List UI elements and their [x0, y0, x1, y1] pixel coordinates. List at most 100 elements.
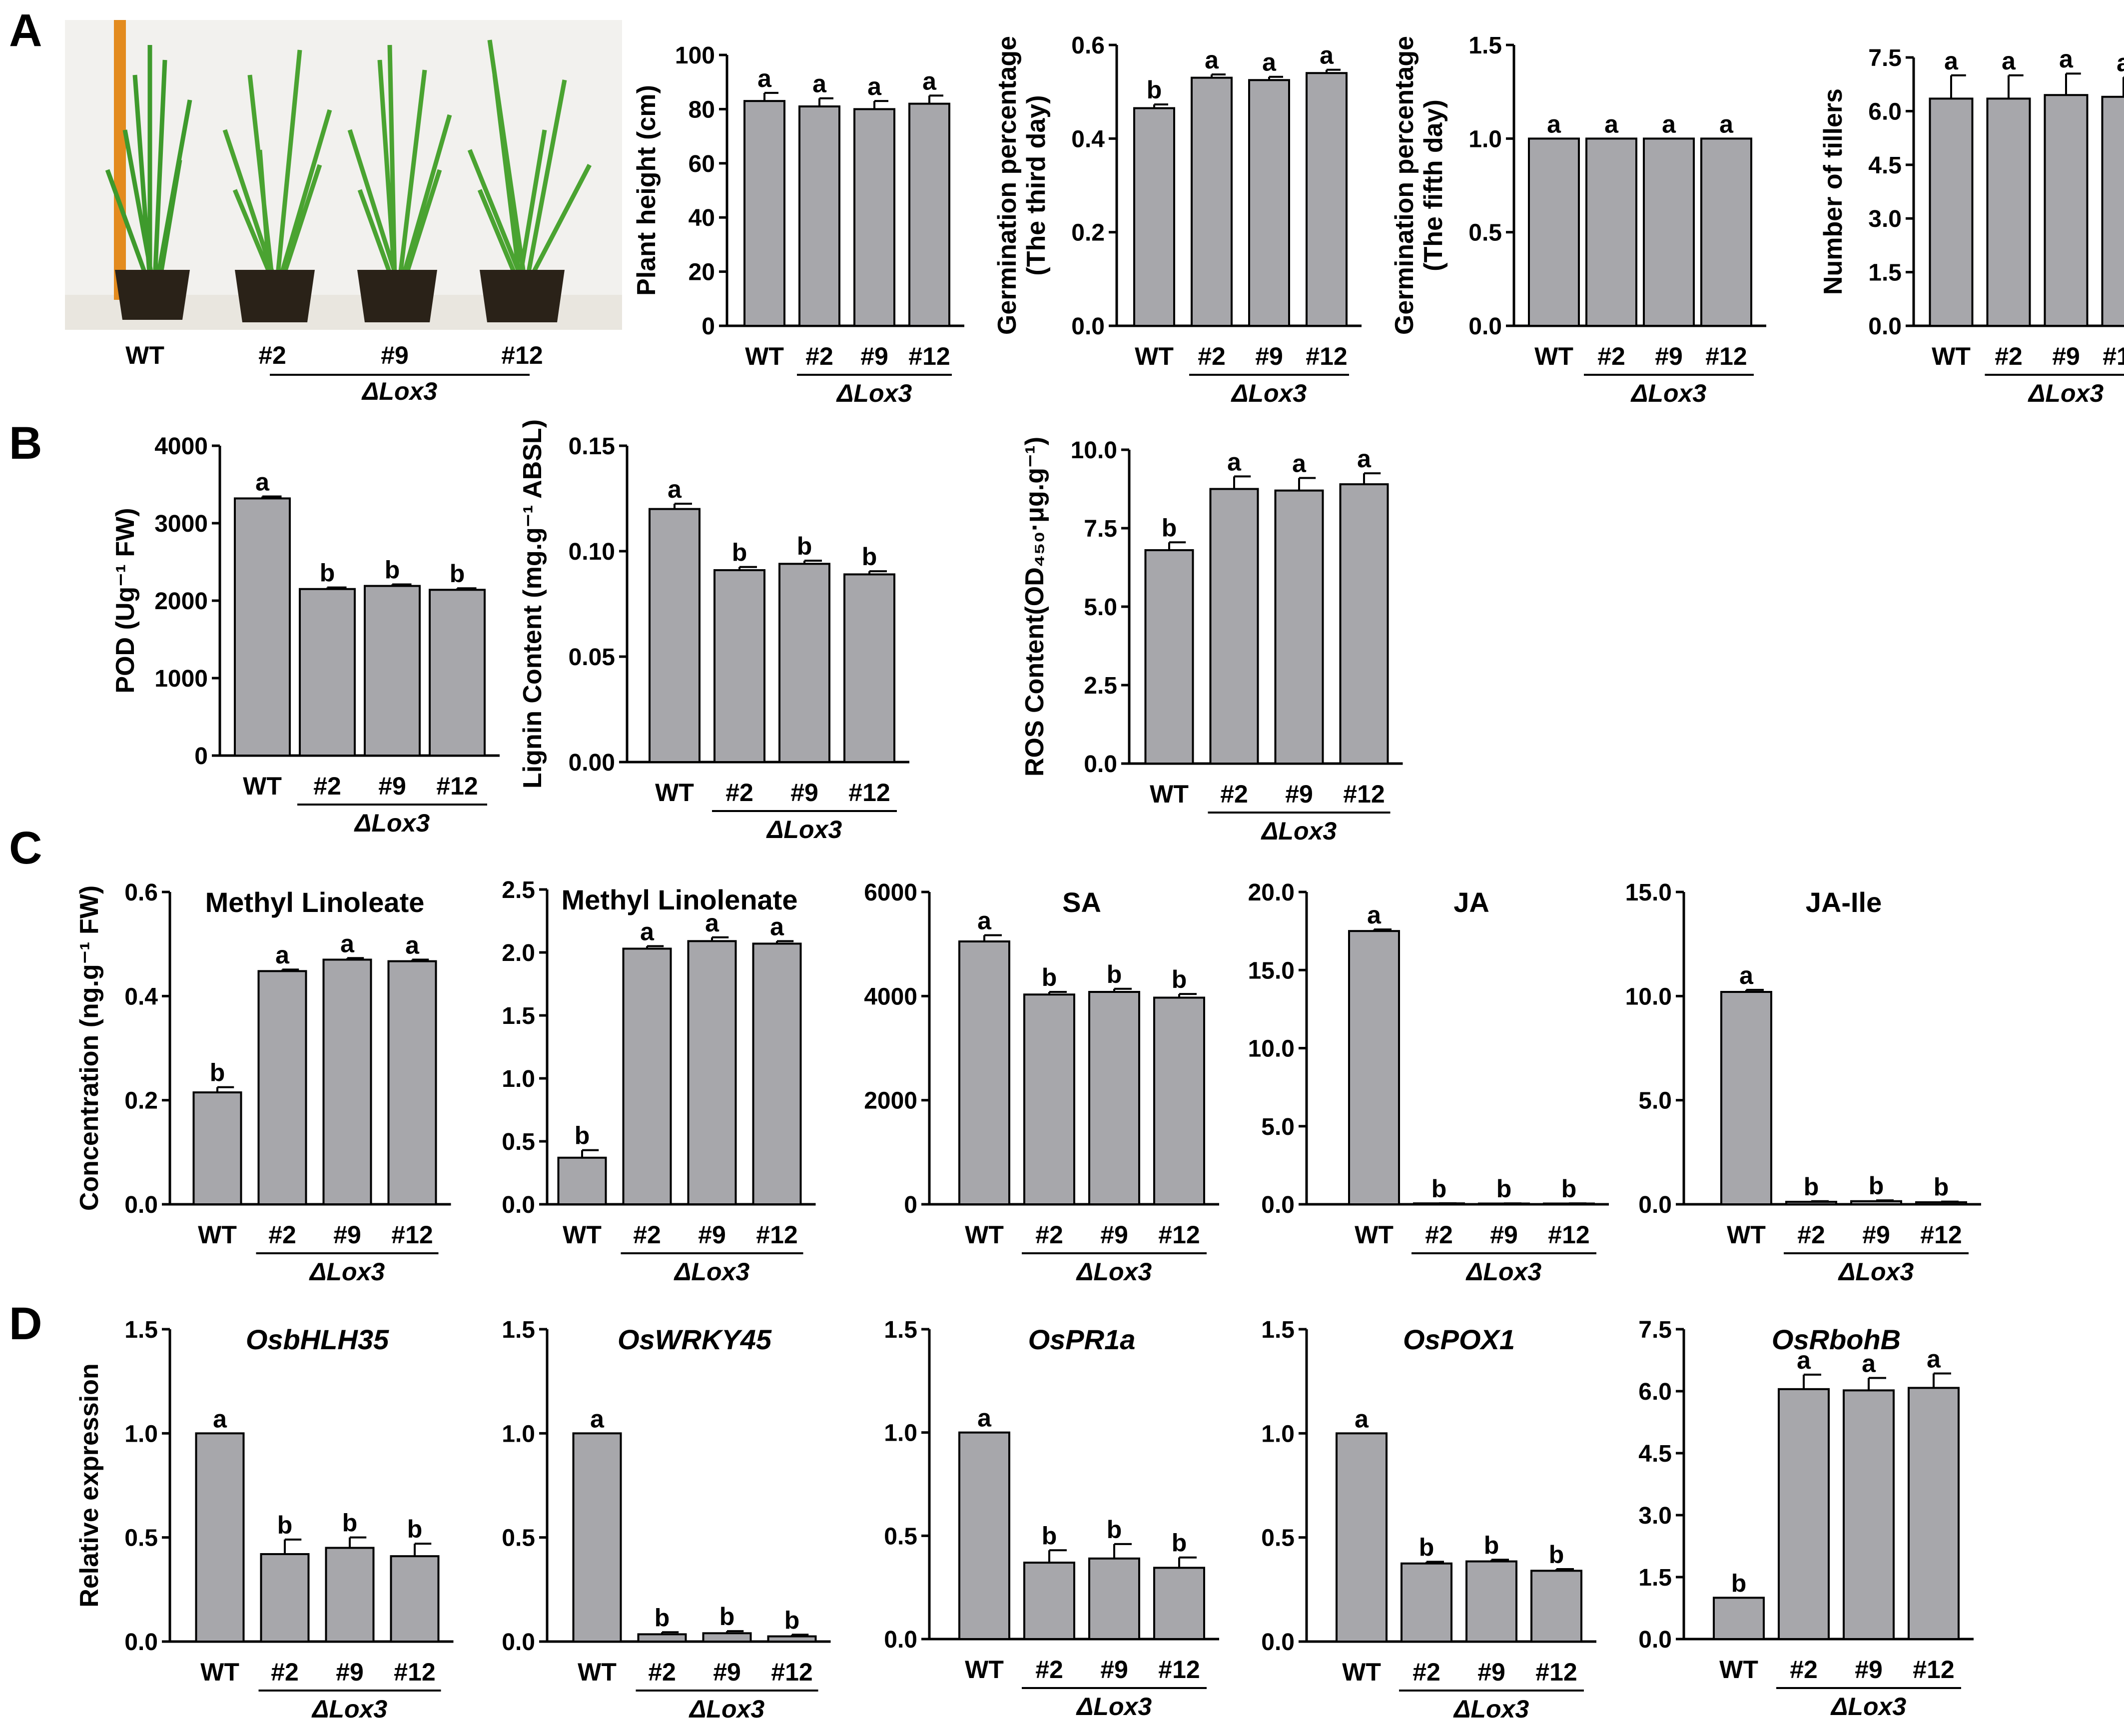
category-label: #9 [698, 1221, 726, 1249]
bar-n12 [1153, 996, 1205, 1206]
y-tick-label: 4000 [864, 983, 917, 1010]
category-label: #9 [1100, 1221, 1128, 1249]
y-tick-label: 1.0 [502, 1066, 535, 1092]
category-label: #12 [1705, 342, 1747, 370]
category-label: #2 [633, 1221, 661, 1249]
y-tick-label: 0.0 [1084, 751, 1117, 778]
category-label: #12 [848, 779, 890, 807]
bar-n12 [387, 960, 437, 1205]
bar-n9 [1088, 1557, 1140, 1641]
category-label: #9 [336, 1658, 364, 1686]
group-label: ΔLox3 [836, 379, 912, 407]
y-tick-label: 1.0 [124, 1421, 158, 1447]
significance-letter: a [1944, 47, 1959, 75]
significance-letter: a [1320, 41, 1334, 69]
category-label: WT [745, 342, 784, 370]
bar-n2 [257, 970, 307, 1206]
y-tick-label: 0.0 [502, 1192, 535, 1218]
bar-n12 [908, 102, 950, 327]
category-label: #12 [436, 772, 478, 800]
panel-label-a: A [9, 5, 42, 56]
photo-label-2: #2 [258, 341, 286, 369]
y-axis-label: (The fifth day) [1419, 99, 1448, 271]
y-tick-label: 3.0 [1868, 206, 1902, 232]
photo-label-9: #9 [381, 341, 409, 369]
significance-letter: a [1662, 110, 1676, 138]
plant-photo: WT #2 #9 #12 ΔLox3 [65, 20, 622, 405]
y-tick-label: 15.0 [1625, 879, 1672, 906]
y-tick-label: 20 [689, 259, 715, 286]
pot-wt [115, 270, 190, 320]
category-label: #12 [2103, 342, 2124, 370]
group-label: ΔLox3 [354, 809, 430, 837]
category-label: #2 [1035, 1656, 1063, 1684]
category-label: #9 [2052, 342, 2080, 370]
significance-letter: b [655, 1604, 670, 1632]
category-label: #9 [1100, 1656, 1128, 1684]
significance-letter: b [277, 1511, 293, 1539]
significance-letter: a [705, 909, 719, 937]
category-label: #9 [1477, 1658, 1505, 1686]
bar-n9 [1465, 1560, 1517, 1643]
y-tick-label: 0.2 [124, 1088, 158, 1114]
y-tick-label: 0.0 [124, 1192, 158, 1218]
y-tick-label: 1.5 [884, 1317, 917, 1343]
bar-wt [195, 1432, 245, 1643]
y-axis-label: Relative expression [75, 1363, 104, 1607]
y-tick-label: 0.5 [884, 1523, 917, 1550]
category-label: #2 [1035, 1221, 1063, 1249]
y-tick-label: 4.5 [1638, 1441, 1672, 1467]
y-tick-label: 10.0 [1248, 1036, 1295, 1062]
significance-letter: b [1107, 960, 1122, 988]
category-label: WT [198, 1221, 237, 1249]
significance-letter: a [668, 475, 682, 503]
y-axis-label: ROS Content(OD₄₅₀·μg.g⁻¹) [1020, 437, 1049, 777]
y-tick-label: 40 [689, 205, 715, 231]
category-label: #9 [333, 1221, 361, 1249]
y-tick-label: 0 [702, 313, 715, 340]
significance-letter: a [590, 1405, 605, 1433]
significance-letter: a [1927, 1345, 1941, 1373]
category-label: #9 [860, 342, 888, 370]
bar-n12 [1153, 1567, 1205, 1640]
category-label: WT [965, 1656, 1004, 1684]
plant-wt [105, 45, 192, 320]
category-label: WT [1135, 342, 1174, 370]
bar-wt [572, 1432, 622, 1643]
y-tick-label: 2.5 [1084, 673, 1117, 699]
plant-9 [347, 44, 452, 322]
y-tick-label: 7.5 [1638, 1317, 1672, 1343]
category-label: #9 [1855, 1656, 1883, 1684]
y-tick-label: 3.0 [1638, 1503, 1672, 1529]
y-tick-label: 1.0 [1261, 1421, 1295, 1447]
significance-letter: a [213, 1405, 227, 1433]
category-label: WT [578, 1658, 617, 1686]
y-tick-label: 6.0 [1638, 1379, 1672, 1405]
measuring-stick [114, 20, 126, 300]
y-tick-label: 0 [194, 743, 208, 770]
bar-wt [1336, 1432, 1388, 1643]
category-label: WT [1932, 342, 1971, 370]
chart-title: Methyl Linoleate [205, 886, 425, 918]
category-label: #2 [1198, 342, 1226, 370]
bar-n12 [1530, 1570, 1582, 1643]
bar-n12 [1306, 72, 1348, 327]
significance-letter: b [1147, 76, 1162, 104]
y-tick-label: 0.0 [1261, 1192, 1295, 1218]
y-tick-label: 0.5 [124, 1525, 158, 1552]
group-label: ΔLox3 [2028, 379, 2104, 407]
bar-wt [1713, 1597, 1765, 1640]
category-label: #2 [271, 1658, 299, 1686]
significance-letter: a [1367, 901, 1382, 929]
chart-title: OsRbohB [1772, 1324, 1901, 1355]
y-tick-label: 10.0 [1625, 983, 1672, 1010]
significance-letter: b [320, 559, 335, 587]
bar-n2 [1209, 488, 1259, 765]
category-label: #2 [1797, 1221, 1825, 1249]
bar-n9 [778, 563, 830, 763]
category-label: #2 [1425, 1221, 1453, 1249]
